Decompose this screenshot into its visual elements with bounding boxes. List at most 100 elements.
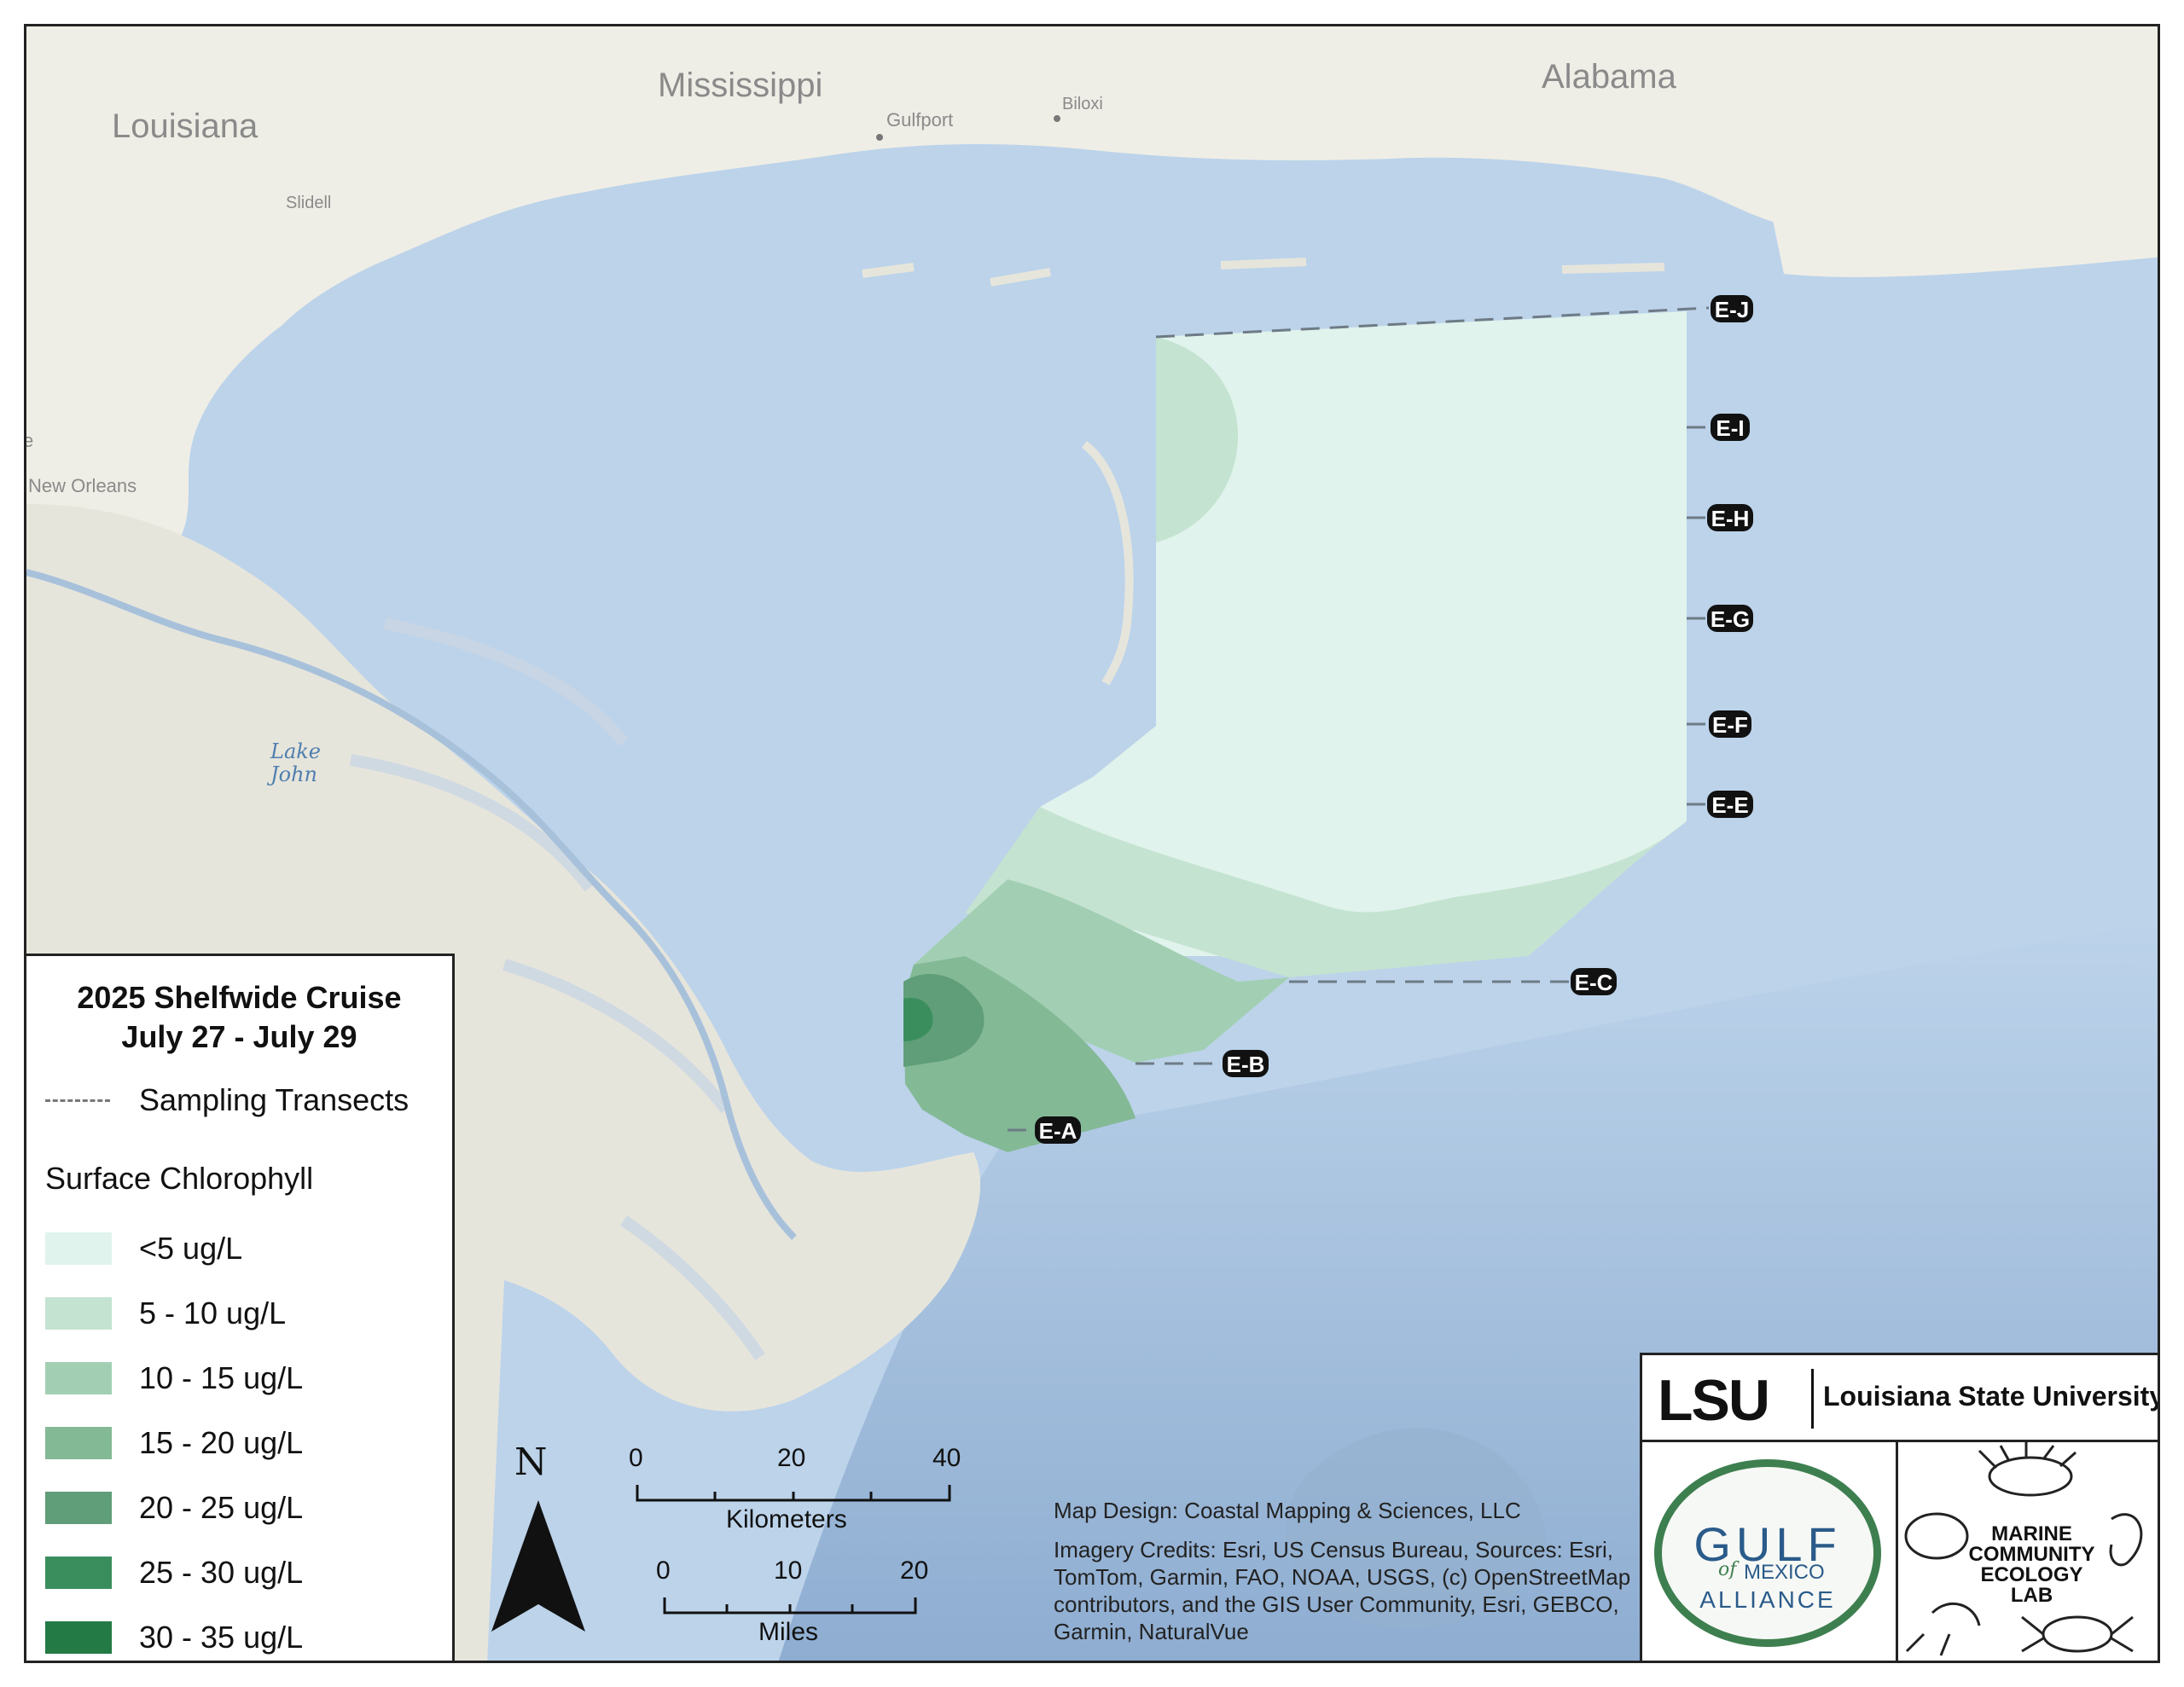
transect-label-e-f: E-F: [1712, 712, 1748, 738]
label-gulfport: Gulfport: [886, 109, 953, 130]
legend-label-class-3: 10 - 15 ug/L: [139, 1360, 304, 1395]
land-north: [26, 26, 2158, 555]
legend-title: 2025 Shelfwide Cruise July 27 - July 29: [26, 978, 452, 1057]
scale-km-tick-1: 20: [777, 1444, 806, 1472]
chl-class-6: [903, 998, 933, 1041]
gulf-mexico: MEXICO: [1744, 1561, 1825, 1584]
transect-label-bg-e-f: [1709, 710, 1751, 738]
mcel-name: MARINE COMMUNITY ECOLOGY LAB: [1898, 1522, 2158, 1607]
transect-label-bg-e-e: [1707, 791, 1753, 818]
legend-label-class-2: 5 - 10 ug/L: [139, 1296, 287, 1330]
gulf-word: GULF: [1693, 1517, 1842, 1571]
legend-label-class-4: 15 - 20 ug/L: [139, 1425, 304, 1460]
label-louisiana: Louisiana: [112, 107, 258, 145]
legend-label-class-1: <5 ug/L: [139, 1231, 243, 1266]
transect-label-bg-e-a: [1035, 1116, 1081, 1144]
legend-panel: 2025 Shelfwide Cruise July 27 - July 29 …: [26, 954, 455, 1661]
scale-km-unit: Kilometers: [726, 1505, 847, 1533]
dash-line-icon: [45, 1099, 110, 1102]
legend-swatch-class-6: [45, 1557, 112, 1589]
legend-title-line1: 2025 Shelfwide Cruise: [77, 980, 402, 1015]
transect-label-e-h: E-H: [1711, 506, 1750, 531]
legend-swatch-class-4: [45, 1427, 112, 1459]
scale-km-tick-2: 40: [932, 1444, 961, 1472]
design-credit: Map Design: Coastal Mapping & Sciences, …: [1054, 1498, 1521, 1523]
land-alabama-east: [1733, 26, 2158, 277]
barrier-islands-ms: [862, 258, 1665, 287]
legend-row-class-6: 25 - 30 ug/L: [45, 1553, 303, 1592]
transect-labels: E-J E-I E-H E-G E-F E-E E-C E-B E-A: [1035, 295, 1753, 1144]
imagery-credit: Imagery Credits: Esri, US Census Bureau,…: [1054, 1537, 1631, 1644]
legend-row-transects: Sampling Transects: [45, 1081, 409, 1120]
transect-label-bg-e-j: [1711, 295, 1753, 322]
legend-title-line2: July 27 - July 29: [121, 1019, 357, 1054]
legend-label-class-5: 20 - 25 ug/L: [139, 1490, 304, 1525]
lsu-separator: [1811, 1369, 1814, 1429]
chl-class-3: [914, 879, 1289, 1063]
scale-mi-tick-1: 10: [774, 1557, 803, 1585]
legend-row-class-3: 10 - 15 ug/L: [45, 1359, 303, 1398]
legend-swatch-class-3: [45, 1362, 112, 1394]
seafloor-relief: [1285, 1428, 1546, 1629]
marine-community-ecology-lab-logo: MARINE COMMUNITY ECOLOGY LAB: [1898, 1442, 2158, 1661]
label-alabama: Alabama: [1542, 58, 1677, 96]
transect-line-e-j: [1155, 306, 1710, 339]
scalebar-km-bar: [636, 1485, 951, 1502]
label-new-orleans: New Orleans: [28, 475, 136, 496]
map-frame: Louisiana Mississippi Alabama Gulfport B…: [24, 24, 2160, 1663]
transect-label-bg-e-i: [1711, 414, 1750, 441]
gulf-of-mexico-alliance-logo: GULF of MEXICO ALLIANCE: [1642, 1442, 1898, 1661]
mcel-line3: ECOLOGY: [1980, 1563, 2083, 1586]
transect-label-e-j: E-J: [1715, 297, 1749, 322]
label-biloxi: Biloxi: [1062, 95, 1103, 113]
scale-mi-tick-2: 20: [900, 1557, 929, 1585]
scalebar-mi-bar: [663, 1597, 917, 1615]
marine-creatures-icon: [1904, 1442, 2143, 1656]
transect-label-e-g: E-G: [1711, 606, 1750, 632]
transect-label-e-b: E-B: [1227, 1052, 1265, 1077]
lake-pontchartrain: [215, 395, 515, 544]
scale-mi-unit: Miles: [758, 1618, 819, 1646]
label-lake-line1: Lake: [270, 739, 321, 763]
marsh-pattern: [349, 617, 765, 1360]
legend-transects-label: Sampling Transects: [139, 1082, 410, 1117]
legend-row-class-7: 30 - 35 ug/L: [45, 1618, 303, 1657]
label-slidell: Slidell: [286, 194, 331, 212]
legend-label-class-7: 30 - 35 ug/L: [139, 1620, 304, 1655]
chl-class-2-north: [1156, 337, 1238, 542]
logo-panel: LSU Louisiana State University GULF of M…: [1640, 1353, 2160, 1661]
gulf-alliance: ALLIANCE: [1699, 1586, 1836, 1613]
transect-label-bg-e-h: [1707, 504, 1753, 531]
transect-label-e-e: E-E: [1711, 792, 1748, 818]
scale-km-tick-0: 0: [629, 1444, 643, 1472]
chl-class-5: [903, 974, 985, 1067]
label-mississippi: Mississippi: [658, 67, 822, 104]
legend-swatch-class-1: [45, 1232, 112, 1265]
transect-label-e-c: E-C: [1575, 970, 1613, 995]
scale-mi-tick-0: 0: [656, 1557, 671, 1585]
legend-swatch-class-5: [45, 1492, 112, 1524]
transect-label-bg-e-g: [1707, 605, 1753, 632]
mcel-line4: LAB: [2010, 1584, 2053, 1607]
label-edge-e: e: [26, 430, 33, 451]
label-lake-line2: John: [266, 762, 317, 786]
gulfport-dot: [876, 134, 883, 141]
legend-row-class-2: 5 - 10 ug/L: [45, 1294, 286, 1333]
biloxi-dot: [1054, 115, 1060, 122]
mcel-line2: COMMUNITY: [1968, 1543, 2095, 1566]
lsu-name: Louisiana State University: [1823, 1381, 2160, 1412]
river: [26, 569, 797, 1240]
lsu-logo: LSU Louisiana State University: [1642, 1355, 2160, 1442]
transect-label-e-a: E-A: [1039, 1118, 1077, 1144]
legend-swatch-class-7: [45, 1621, 112, 1654]
transect-label-bg-e-b: [1223, 1050, 1269, 1077]
gulf-ring-icon: GULF of MEXICO ALLIANCE: [1654, 1459, 1881, 1647]
lsu-mark: LSU: [1658, 1368, 1770, 1433]
legend-chlorophyll-header: Surface Chlorophyll: [45, 1161, 314, 1196]
legend-row-class-1: <5 ug/L: [45, 1229, 242, 1268]
barrier-islands: [1081, 441, 1134, 686]
transect-label-bg-e-c: [1571, 968, 1617, 995]
mcel-line1: MARINE: [1991, 1522, 2072, 1545]
north-arrow-icon: [491, 1500, 585, 1632]
legend-swatch-class-2: [45, 1297, 112, 1330]
